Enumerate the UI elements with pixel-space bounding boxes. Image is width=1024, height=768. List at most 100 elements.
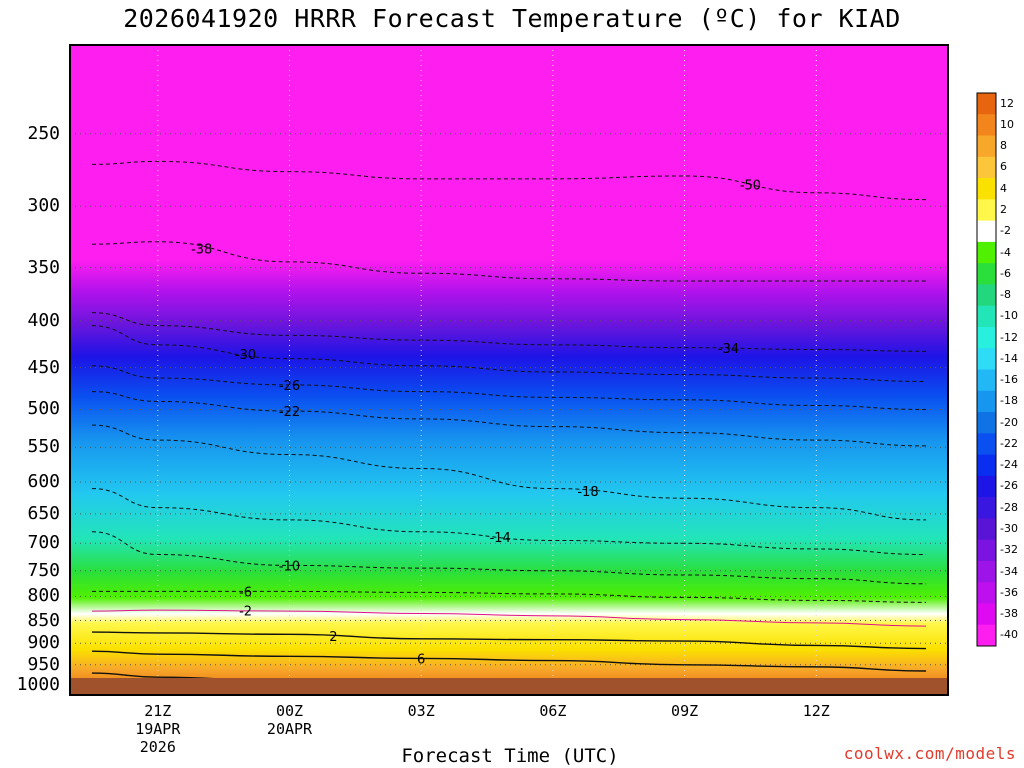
colorbar-label: -36 — [1000, 585, 1018, 599]
colorbar-swatch — [977, 135, 996, 158]
isotherm--50 — [91, 160, 927, 201]
colorbar — [976, 92, 997, 647]
temperature-field — [70, 45, 948, 695]
colorbar-label: -26 — [1000, 479, 1018, 493]
y-tick-label: 700 — [27, 532, 60, 554]
colorbar-swatch — [977, 241, 996, 264]
colorbar-label: -16 — [1000, 373, 1018, 387]
x-tick-text: 20APR — [266, 720, 313, 738]
isotherm--26 — [91, 365, 927, 410]
colorbar-swatch — [977, 284, 996, 307]
colorbar-swatch — [977, 305, 996, 328]
colorbar-label: 6 — [1000, 160, 1007, 174]
colorbar-label: -28 — [1000, 500, 1018, 514]
x-tick-text: 00Z — [275, 702, 304, 720]
isotherm--22 — [91, 391, 927, 447]
isotherm-6 — [91, 650, 927, 672]
isotherm--30 — [91, 325, 927, 382]
isotherm--2 — [91, 609, 927, 627]
y-tick-label: 350 — [27, 256, 60, 278]
colorbar-swatch — [977, 199, 996, 222]
colorbar-label: -8 — [1000, 288, 1011, 302]
colorbar-swatch — [977, 433, 996, 456]
x-tick-label: 03Z — [381, 702, 461, 720]
x-tick-label: 06Z — [513, 702, 593, 720]
colorbar-swatch — [977, 220, 996, 243]
grid-lines — [70, 45, 948, 695]
colorbar-label: -18 — [1000, 394, 1018, 408]
isotherm-label: -18 — [577, 485, 598, 500]
y-tick-label: 450 — [27, 356, 60, 378]
y-tick-label: 600 — [27, 470, 60, 492]
isotherm--34 — [91, 312, 927, 352]
x-tick-label: 21Z 19APR 2026 — [118, 702, 198, 756]
colorbar-label: -32 — [1000, 543, 1018, 557]
plot-frame — [69, 44, 949, 696]
colorbar-label: -20 — [1000, 415, 1018, 429]
isotherm--38 — [91, 241, 927, 282]
colorbar-label: -24 — [1000, 458, 1018, 472]
colorbar-label: 4 — [1000, 181, 1007, 195]
ground-band — [70, 678, 948, 695]
colorbar-label: -34 — [1000, 564, 1018, 578]
colorbar-swatch — [977, 390, 996, 413]
x-tick-label: 09Z — [645, 702, 725, 720]
y-tick-label: 900 — [27, 632, 60, 654]
colorbar-label: -40 — [1000, 628, 1018, 642]
colorbar-label: -38 — [1000, 607, 1018, 621]
credit-text: coolwx.com/models — [843, 744, 1016, 763]
y-tick-label: 500 — [27, 398, 60, 420]
colorbar-swatch — [977, 454, 996, 477]
isotherm-label: -30 — [235, 348, 256, 363]
y-tick-label: 550 — [27, 436, 60, 458]
isotherm--14 — [91, 488, 927, 556]
y-tick-label: 250 — [27, 122, 60, 144]
isotherm-label: -2 — [239, 605, 252, 620]
y-tick-label: 750 — [27, 559, 60, 581]
isotherm-label: -22 — [279, 405, 300, 420]
y-tick-label: 400 — [27, 309, 60, 331]
colorbar-label: 2 — [1000, 202, 1007, 216]
isotherm--6 — [91, 590, 927, 603]
x-tick-text: 12Z — [802, 702, 830, 720]
y-tick-label: 1000 — [16, 674, 60, 696]
x-tick-text: 2026 — [139, 738, 176, 756]
colorbar-swatch — [977, 156, 996, 179]
y-tick-label: 800 — [27, 585, 60, 607]
x-tick-text: 09Z — [671, 702, 699, 720]
colorbar-swatch — [977, 497, 996, 519]
x-tick-text: 21Z — [144, 702, 172, 720]
colorbar-swatch — [977, 326, 996, 349]
colorbar-label: -2 — [1000, 224, 1011, 238]
colorbar-label: 12 — [1000, 96, 1014, 110]
isotherm-label: 2 — [329, 630, 337, 645]
colorbar-label: 10 — [1000, 117, 1014, 131]
colorbar-swatch — [977, 560, 996, 583]
isotherm-label: -6 — [239, 585, 252, 600]
y-tick-label: 650 — [27, 502, 60, 524]
x-tick-text: 03Z — [407, 702, 435, 720]
colorbar-label: -30 — [1000, 522, 1018, 536]
isotherm-lines: -50-38-34-30-26-22-18-14-10-6-226 — [91, 160, 927, 694]
x-axis-label: Forecast Time (UTC) — [401, 745, 619, 767]
y-tick-label: 300 — [27, 195, 60, 217]
isotherm-label: -10 — [279, 559, 300, 574]
colorbar-swatch — [977, 369, 996, 392]
colorbar-swatch — [977, 93, 996, 115]
x-tick-label: 12Z — [776, 702, 856, 720]
isotherm-label: 6 — [417, 652, 425, 667]
isotherm-label: -50 — [740, 178, 761, 193]
colorbar-swatch — [977, 348, 996, 370]
colorbar-swatch — [977, 539, 996, 562]
colorbar-frame — [976, 92, 997, 647]
colorbar-swatch — [977, 624, 996, 647]
y-tick-label: 950 — [27, 653, 60, 675]
colorbar-swatch — [977, 518, 996, 541]
colorbar-label: -14 — [1000, 351, 1018, 365]
colorbar-swatch — [977, 603, 996, 626]
colorbar-swatch — [977, 114, 996, 137]
x-tick-text: 06Z — [539, 702, 567, 720]
isotherm-label: -14 — [490, 531, 511, 546]
colorbar-swatch — [977, 582, 996, 604]
